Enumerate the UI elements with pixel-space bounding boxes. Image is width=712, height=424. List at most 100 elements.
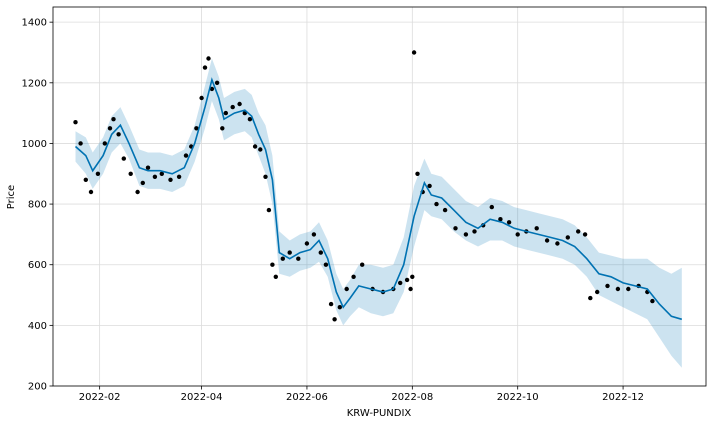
observed-point	[280, 256, 285, 261]
observed-point	[176, 174, 182, 179]
observed-point	[404, 277, 410, 283]
observed-point	[582, 232, 588, 237]
observed-point	[121, 156, 127, 161]
y-axis-ticks: 200 400 600 800 1000 1200 1400	[22, 18, 53, 393]
observed-point	[88, 189, 94, 195]
observed-point	[323, 262, 329, 267]
observed-point	[270, 262, 275, 267]
x-axis-ticks: 2022-02 2022-04 2022-06 2022-08 2022-10 2022-…	[79, 386, 644, 403]
y-tick-label: 1200	[22, 78, 47, 89]
observed-point	[209, 86, 215, 92]
observed-point	[463, 232, 469, 237]
observed-point	[410, 274, 415, 279]
forecast-line-path	[74, 77, 683, 321]
observed-point	[199, 95, 204, 101]
y-tick-label: 1000	[22, 139, 47, 150]
observed-point	[168, 177, 173, 182]
observed-point	[515, 232, 520, 237]
observed-point	[258, 147, 263, 152]
observed-point	[78, 141, 83, 146]
observed-point	[534, 226, 539, 231]
observed-point	[332, 317, 337, 322]
x-tick-label: 2022-04	[181, 392, 223, 403]
observed-point	[145, 165, 151, 170]
observed-point	[140, 180, 145, 186]
observed-point	[206, 56, 211, 61]
observed-point	[576, 229, 581, 234]
forecast-line	[74, 77, 683, 321]
observed-point	[304, 241, 310, 246]
uncertainty-band-area	[75, 58, 682, 368]
observed-point	[230, 104, 235, 110]
y-tick-label: 200	[28, 382, 47, 393]
observed-point	[194, 126, 199, 131]
observed-point	[220, 126, 225, 131]
x-axis-label: KRW-PUNDIX	[347, 408, 412, 419]
y-tick-label: 800	[28, 200, 47, 211]
x-tick-label: 2022-02	[79, 392, 121, 403]
observed-point	[111, 117, 116, 122]
observed-point	[615, 286, 621, 292]
observed-point	[650, 298, 655, 304]
observed-point	[415, 171, 420, 176]
y-tick-label: 1400	[22, 18, 47, 29]
observed-point	[472, 229, 477, 234]
observed-point	[273, 274, 278, 279]
observed-point	[595, 289, 600, 295]
x-tick-label: 2022-12	[602, 392, 644, 403]
observed-point	[128, 171, 133, 176]
x-tick-label: 2022-08	[391, 392, 433, 403]
observed-point	[344, 286, 349, 292]
observed-points	[73, 50, 655, 322]
observed-point	[116, 132, 121, 137]
observed-point	[107, 126, 113, 131]
observed-point	[588, 295, 593, 301]
observed-point	[214, 80, 220, 86]
observed-point	[183, 153, 189, 158]
observed-point	[506, 220, 512, 225]
observed-point	[152, 174, 158, 179]
observed-point	[398, 280, 403, 286]
observed-point	[498, 217, 503, 222]
observed-point	[555, 241, 560, 246]
observed-point	[605, 283, 610, 289]
observed-point	[544, 238, 550, 243]
observed-point	[360, 262, 365, 267]
observed-point	[237, 101, 242, 107]
x-tick-label: 2022-06	[286, 392, 328, 403]
uncertainty-band	[75, 58, 682, 368]
observed-point	[73, 120, 78, 125]
observed-point	[102, 141, 108, 146]
observed-point	[311, 232, 317, 237]
observed-point	[159, 171, 164, 176]
observed-point	[266, 207, 272, 213]
observed-point	[287, 250, 292, 255]
plot-frame	[52, 6, 707, 387]
observed-point	[328, 301, 334, 307]
observed-point	[296, 256, 301, 261]
observed-point	[247, 117, 253, 122]
observed-point	[337, 305, 342, 310]
observed-point	[351, 274, 356, 279]
y-tick-label: 600	[28, 260, 47, 271]
observed-point	[95, 171, 101, 176]
observed-point	[408, 286, 413, 292]
x-tick-label: 2022-10	[497, 392, 539, 403]
observed-point	[318, 250, 323, 255]
observed-point	[135, 189, 140, 195]
observed-point	[411, 50, 417, 55]
y-tick-label: 400	[28, 321, 47, 332]
observed-point	[626, 286, 631, 292]
observed-point	[565, 235, 570, 240]
observed-point	[202, 65, 208, 70]
observed-point	[223, 110, 228, 116]
observed-point	[442, 207, 448, 213]
grid-lines	[53, 7, 706, 387]
observed-point	[252, 144, 258, 149]
observed-point	[453, 226, 458, 231]
observed-point	[434, 201, 439, 207]
y-axis-label: Price	[6, 185, 17, 209]
observed-point	[489, 204, 494, 210]
